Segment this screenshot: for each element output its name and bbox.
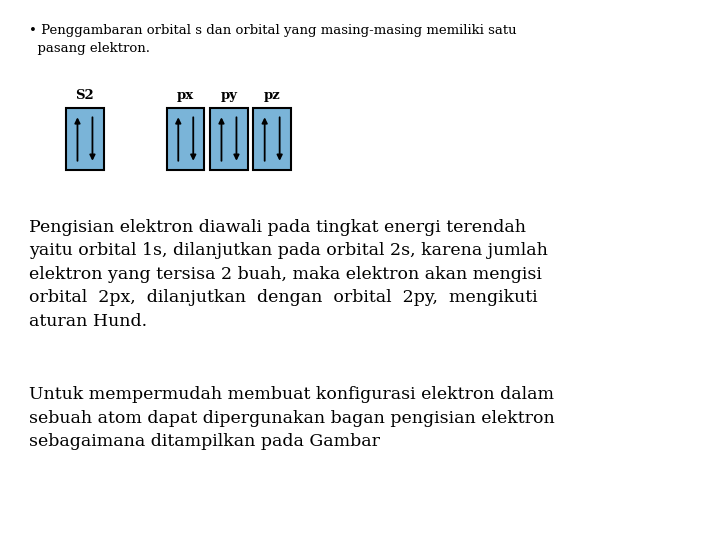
Bar: [167, 108, 204, 170]
Text: Untuk mempermudah membuat konfigurasi elektron dalam
sebuah atom dapat diperguna: Untuk mempermudah membuat konfigurasi el…: [29, 386, 554, 450]
Bar: [66, 108, 104, 170]
Bar: [210, 108, 248, 170]
Text: Pengisian elektron diawali pada tingkat energi terendah
yaitu orbital 1s, dilanj: Pengisian elektron diawali pada tingkat …: [29, 219, 548, 330]
Text: S2: S2: [76, 89, 94, 102]
Text: • Penggambaran orbital s dan orbital yang masing-masing memiliki satu
  pasang e: • Penggambaran orbital s dan orbital yan…: [29, 24, 516, 55]
Text: px: px: [177, 89, 194, 102]
Bar: [253, 108, 291, 170]
Text: py: py: [220, 89, 238, 102]
Text: pz: pz: [264, 89, 281, 102]
